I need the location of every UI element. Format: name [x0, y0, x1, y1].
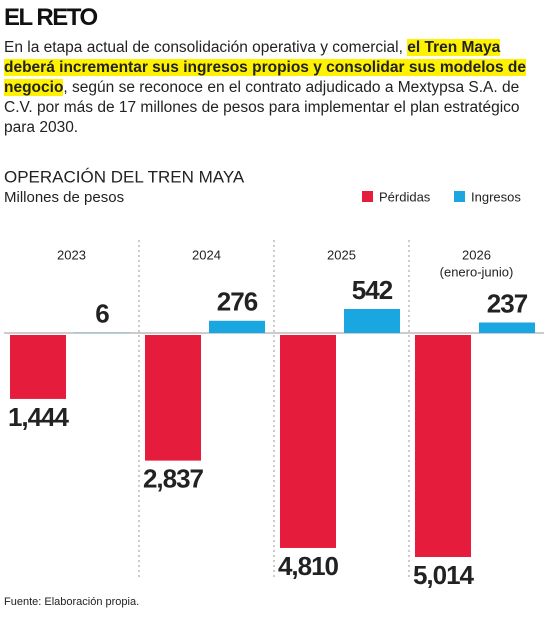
- legend-swatch: [454, 191, 465, 202]
- bar: [344, 309, 400, 333]
- bar: [145, 335, 201, 461]
- legend-label: Pérdidas: [379, 189, 431, 204]
- source: Fuente: Elaboración propia.: [4, 596, 139, 608]
- bar: [479, 322, 535, 333]
- headline: EL RETO: [4, 4, 98, 31]
- value-label: 4,810: [278, 551, 339, 581]
- x-tick-label: 2023: [57, 247, 86, 262]
- legend-swatch: [362, 191, 373, 202]
- x-tick-label: 2025: [327, 247, 356, 262]
- intro-text: En la etapa actual de consolidación oper…: [4, 39, 408, 56]
- legend-label: Ingresos: [471, 189, 521, 204]
- chart-subtitle: Millones de pesos: [4, 189, 124, 206]
- x-tick-label: 2026: [462, 247, 491, 262]
- value-label: 276: [217, 287, 258, 317]
- bar: [280, 335, 336, 548]
- value-label: 542: [352, 275, 393, 305]
- value-label: 1,444: [8, 402, 70, 432]
- value-label: 6: [95, 299, 109, 329]
- bar: [209, 320, 265, 333]
- intro-text: , según se reconoce en el contrato adjud…: [4, 79, 520, 136]
- bar: [10, 335, 66, 399]
- chart-title: OPERACIÓN DEL TREN MAYA: [4, 167, 245, 186]
- intro-paragraph: En la etapa actual de consolidación oper…: [4, 38, 540, 138]
- value-label: 5,014: [413, 560, 475, 590]
- x-tick-label: 2024: [192, 247, 221, 262]
- bar: [415, 335, 471, 557]
- value-label: 237: [487, 288, 528, 318]
- category-annotation: (enero-junio): [440, 264, 514, 279]
- value-label: 2,837: [143, 463, 204, 493]
